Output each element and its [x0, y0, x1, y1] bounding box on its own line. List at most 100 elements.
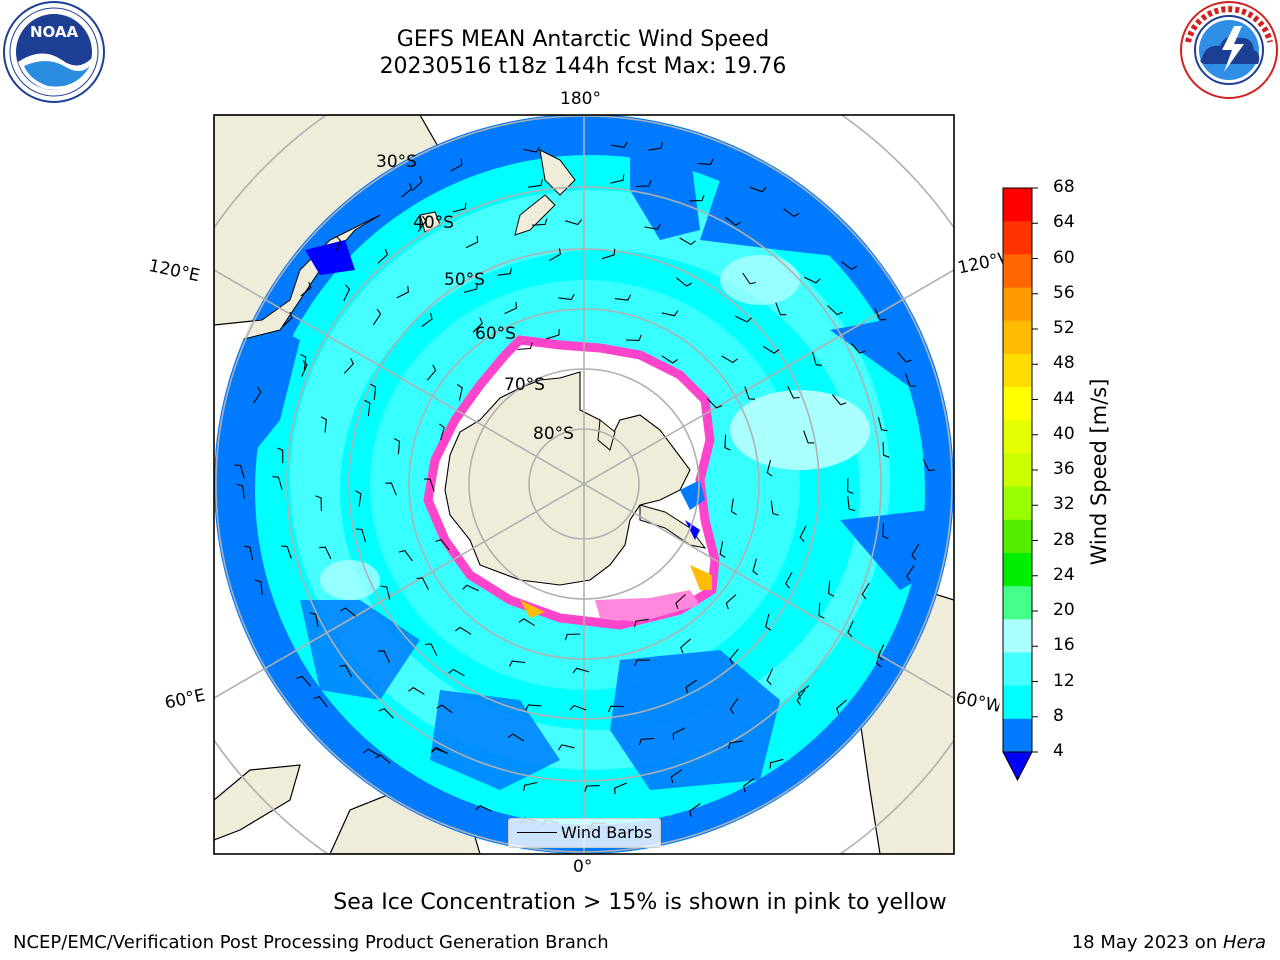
lat-label-30s: 30°S — [376, 152, 417, 172]
wind-barb — [557, 744, 575, 751]
wind-barb — [281, 545, 292, 559]
wind-barb — [452, 202, 467, 213]
wind-barb — [364, 399, 371, 417]
wind-barb — [421, 312, 433, 328]
wind-barb — [719, 541, 726, 558]
wind-barb — [282, 311, 293, 328]
wind-barb — [840, 261, 858, 270]
wind-barb — [847, 478, 854, 495]
colorbar-cell — [1003, 519, 1032, 554]
wind-barb — [911, 543, 920, 561]
wind-barb — [436, 704, 453, 714]
lon-label-0: 0° — [573, 857, 593, 877]
colorbar-tick-label: 36 — [1053, 459, 1075, 479]
wind-barb — [546, 328, 560, 340]
wind-barb — [507, 733, 525, 742]
wind-barb — [504, 302, 517, 315]
noaa-logo-icon: NOAA — [3, 1, 105, 103]
wind-barb — [775, 302, 787, 316]
wind-barb — [300, 353, 307, 371]
wind-barb — [877, 417, 888, 432]
wind-barb — [334, 235, 342, 253]
wind-barb — [315, 495, 322, 512]
wind-barb — [648, 141, 664, 151]
wind-barb — [861, 583, 870, 600]
wind-barb — [803, 430, 815, 444]
wind-barb — [922, 458, 935, 472]
wind-barb — [430, 747, 448, 754]
colorbar-tick-label: 68 — [1053, 177, 1075, 197]
colorbar-cell — [1003, 221, 1032, 255]
wind-barb — [300, 281, 312, 297]
wind-barb — [625, 334, 642, 341]
wind-barb — [607, 705, 624, 713]
wind-barb — [454, 626, 472, 635]
wind-barb — [762, 345, 780, 354]
colorbar-cell — [1003, 586, 1032, 620]
wind-barb-legend-icon — [517, 832, 557, 833]
wind-barb — [828, 580, 835, 597]
wind-barb — [398, 549, 413, 562]
wind-barb — [661, 355, 678, 364]
colorbar-cell — [1003, 188, 1032, 222]
wind-barb — [614, 294, 632, 301]
wind-barb — [725, 594, 737, 610]
colorbar-cell — [1003, 718, 1032, 753]
africa-land — [214, 764, 301, 841]
colorbar-tick-label: 48 — [1053, 353, 1075, 374]
wind-barb — [426, 364, 437, 381]
wind-barb — [675, 594, 686, 609]
lon-label-180: 180° — [560, 89, 601, 109]
wind-barb — [253, 386, 262, 404]
wind-barb — [749, 186, 767, 193]
wind-barb — [728, 740, 743, 750]
wind-barb — [783, 208, 800, 218]
wind-barb — [374, 754, 391, 764]
wind-barb — [380, 585, 391, 600]
wind-barb — [680, 638, 691, 654]
wind-barb — [744, 386, 756, 400]
wind-barb — [234, 464, 245, 479]
wind-barb — [729, 648, 739, 665]
wind-barb — [707, 398, 723, 409]
wind-barb — [601, 248, 616, 260]
wind-barb — [355, 528, 367, 543]
colorbar-tick-label: 28 — [1053, 529, 1075, 550]
legend-label: Wind Barbs — [561, 823, 653, 842]
colorbar-cell — [1003, 652, 1032, 687]
colorbar-label: Wind Speed [m/s] — [1087, 378, 1111, 566]
legend-box: Wind Barbs — [508, 818, 661, 848]
map-title: GEFS MEAN Antarctic Wind Speed — [396, 27, 770, 52]
graticule — [214, 115, 954, 854]
colorbar-cell — [1003, 685, 1032, 720]
wind-barb — [548, 248, 562, 262]
wind-barb — [408, 686, 425, 695]
antarctica-land — [444, 371, 691, 586]
colorbar-tick-label: 20 — [1053, 600, 1075, 620]
wind-barb — [456, 384, 463, 401]
wind-barb — [378, 708, 394, 719]
wind-barb — [424, 478, 435, 492]
wind-barb — [236, 483, 245, 499]
wind-barb — [766, 459, 773, 477]
wind-barb — [799, 525, 807, 543]
wind-barb — [523, 781, 538, 792]
colorbar-tick-label: 4 — [1053, 741, 1064, 761]
wind-barb — [724, 434, 731, 451]
wind-barb — [525, 704, 542, 711]
map-subtitle: 20230516 t18z 144h fcst Max: 19.76 — [379, 54, 787, 79]
wind-barb — [339, 664, 353, 678]
wind-barb — [769, 758, 784, 769]
wind-barb — [565, 219, 582, 226]
wind-barb — [897, 351, 912, 363]
wind-barb — [465, 235, 479, 249]
wind-barb — [735, 315, 752, 323]
wind-barb — [532, 218, 548, 226]
wind-barb — [906, 565, 915, 582]
wind-barb — [309, 612, 319, 628]
wind-barb — [610, 174, 625, 184]
wind-barb — [611, 141, 628, 148]
wind-barb — [518, 618, 536, 627]
wind-barb — [463, 283, 478, 293]
colorbar-cell — [1003, 320, 1032, 355]
